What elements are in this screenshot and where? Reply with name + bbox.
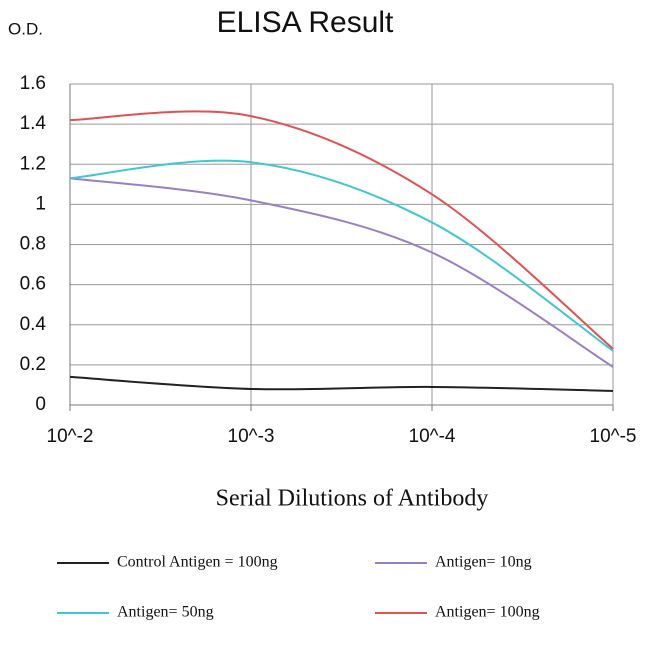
y-tick-label: 1.6	[20, 73, 46, 94]
series-line	[69, 375, 614, 392]
legend-label: Control Antigen = 100ng	[117, 554, 278, 571]
y-tick-label: 1.2	[20, 153, 46, 174]
y-tick-label: 0	[35, 394, 46, 415]
y-tick-label: 0.4	[20, 314, 47, 335]
y-tick-label: 0.2	[20, 354, 46, 375]
x-tick-label: 10^-3	[228, 426, 275, 447]
y-tick-label: 1	[35, 193, 46, 214]
chart-title: ELISA Result	[217, 6, 394, 39]
series-line	[69, 110, 614, 350]
y-axis-label: O.D.	[8, 19, 43, 38]
y-tick-label: 1.4	[20, 113, 47, 134]
series-line	[69, 159, 614, 352]
legend-label: Antigen= 50ng	[117, 604, 214, 621]
x-axis-label: Serial Dilutions of Antibody	[216, 486, 489, 512]
series-line	[69, 177, 614, 368]
x-tick-label: 10^-5	[590, 426, 637, 447]
x-tick-label: 10^-4	[409, 426, 456, 447]
x-tick-label: 10^-2	[47, 426, 94, 447]
legend-label: Antigen= 100ng	[435, 604, 540, 621]
y-tick-label: 0.6	[20, 274, 46, 295]
legend-label: Antigen= 10ng	[435, 554, 532, 571]
y-tick-label: 0.8	[20, 234, 46, 255]
